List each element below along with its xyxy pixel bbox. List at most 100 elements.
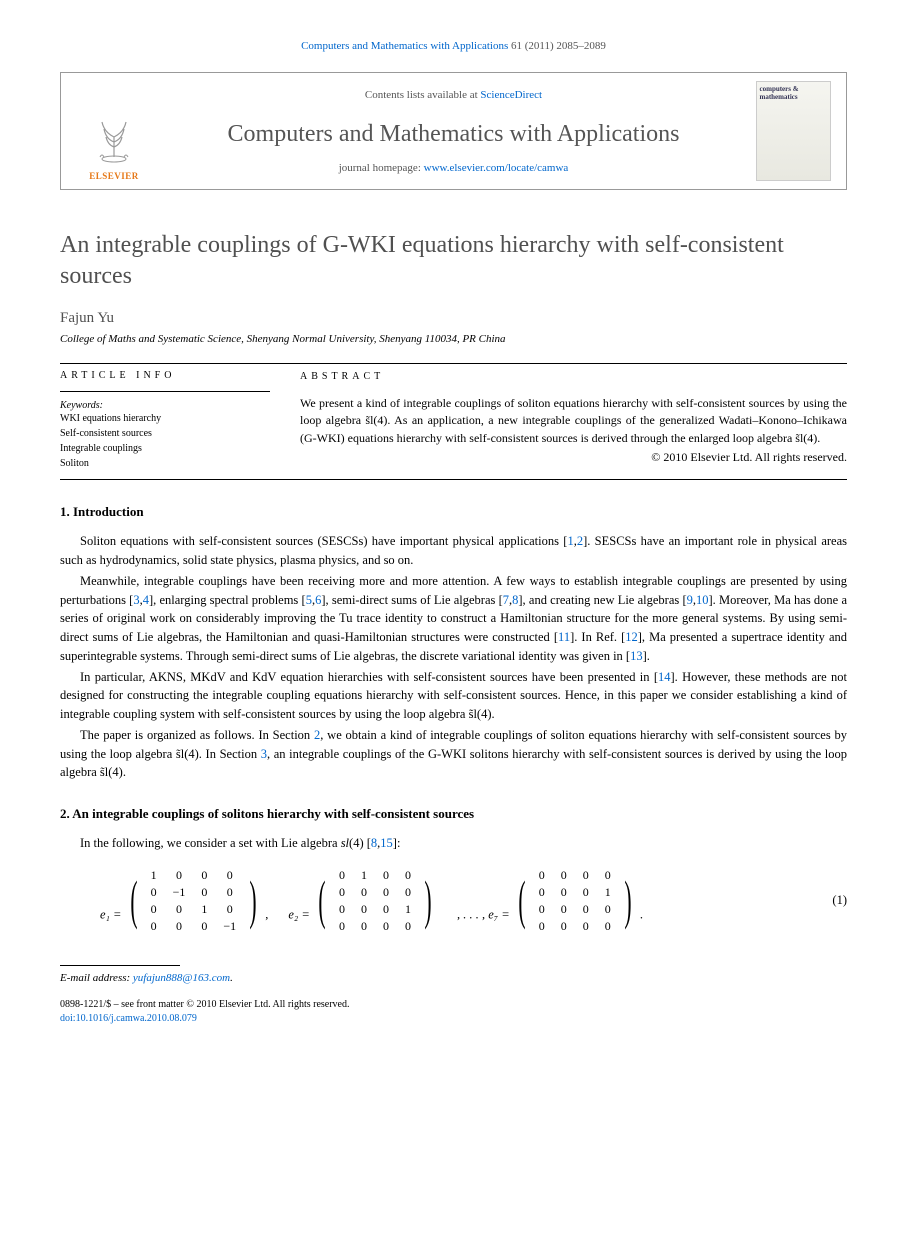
text: , <box>265 907 268 921</box>
para: Soliton equations with self-consistent s… <box>60 532 847 570</box>
text: ], and creating new Lie algebras [ <box>518 593 686 607</box>
right-paren-icon: ) <box>624 879 631 922</box>
matrix-cell: 0 <box>193 884 215 901</box>
matrix-cell: 0 <box>165 918 194 935</box>
abstract-text: We present a kind of integrable coupling… <box>300 395 847 447</box>
doi-label-link[interactable]: doi: <box>60 1013 76 1024</box>
left-paren-icon: ( <box>318 879 325 922</box>
para: In particular, AKNS, MKdV and KdV equati… <box>60 668 847 724</box>
text: e₁ = <box>100 907 121 921</box>
matrix-e2: ( 0100000000010000 ) <box>313 867 437 935</box>
ref-link[interactable]: 10 <box>696 593 709 607</box>
email-label: E-mail address: <box>60 972 133 984</box>
article-info-heading: article info <box>60 370 270 381</box>
matrix-cell: 0 <box>331 867 353 884</box>
email-link[interactable]: yufajun888@163.com <box>133 972 230 984</box>
text: ], enlarging spectral problems [ <box>149 593 306 607</box>
ref-link[interactable]: 12 <box>625 630 638 644</box>
matrix-cell: 0 <box>597 901 619 918</box>
article-title: An integrable couplings of G-WKI equatio… <box>60 230 847 292</box>
matrix-cell: 0 <box>553 867 575 884</box>
keyword: Soliton <box>60 456 270 471</box>
ref-link[interactable]: 13 <box>630 649 643 663</box>
matrix-cell: 0 <box>553 918 575 935</box>
ref-link[interactable]: 11 <box>558 630 570 644</box>
matrix-cell: 0 <box>165 901 194 918</box>
section-2-heading: 2. An integrable couplings of solitons h… <box>60 806 847 822</box>
para: Meanwhile, integrable couplings have bee… <box>60 572 847 666</box>
matrix-cell: 0 <box>397 867 419 884</box>
matrix-cell: 0 <box>597 918 619 935</box>
ref-link[interactable]: 14 <box>658 670 671 684</box>
section-2-body: In the following, we consider a set with… <box>60 834 847 853</box>
section-1-heading: 1. Introduction <box>60 504 847 520</box>
abstract-column: abstract We present a kind of integrable… <box>300 370 847 471</box>
matrix-cell: 0 <box>531 884 553 901</box>
matrix-cell: 1 <box>353 867 375 884</box>
keyword: Self-consistent sources <box>60 426 270 441</box>
right-paren-icon: ) <box>250 879 257 922</box>
matrix-cell: 0 <box>553 884 575 901</box>
text: The paper is organized as follows. In Se… <box>80 728 314 742</box>
eq-label-e1: e₁ = ( 10000−1000010000−1 ) , <box>100 867 268 935</box>
keyword-list: WKI equations hierarchy Self-consistent … <box>60 411 270 471</box>
info-rule <box>60 391 270 392</box>
matrix-cell: 0 <box>553 901 575 918</box>
keyword: Integrable couplings <box>60 441 270 456</box>
matrix-cell: 0 <box>597 867 619 884</box>
matrix-cell: 0 <box>375 884 397 901</box>
matrix-cell: 0 <box>143 918 165 935</box>
text: , . . . , e₇ = <box>457 907 510 921</box>
matrix-e7: ( 0000000100000000 ) <box>513 867 637 935</box>
matrix-cell: 0 <box>193 867 215 884</box>
info-abstract-row: article info Keywords: WKI equations hie… <box>60 370 847 471</box>
keywords-label: Keywords: <box>60 400 270 411</box>
abstract-heading: abstract <box>300 370 847 385</box>
text: ]: <box>393 836 401 850</box>
sciencedirect-link[interactable]: ScienceDirect <box>480 89 542 101</box>
rule-top <box>60 363 847 364</box>
homepage-line: journal homepage: www.elsevier.com/locat… <box>167 162 740 174</box>
elsevier-tree-icon <box>84 107 144 167</box>
matrix-cell: 0 <box>575 918 597 935</box>
contents-text: Contents lists available at <box>365 89 480 101</box>
footer-meta: 0898-1221/$ – see front matter © 2010 El… <box>60 998 847 1026</box>
left-paren-icon: ( <box>130 879 137 922</box>
matrix-cell: 0 <box>215 884 244 901</box>
equation-content: e₁ = ( 10000−1000010000−1 ) , e₂ = ( 010… <box>60 867 807 935</box>
article-info-column: article info Keywords: WKI equations hie… <box>60 370 270 471</box>
text: ], semi-direct sums of Lie algebras [ <box>321 593 502 607</box>
footer-separator <box>60 965 180 966</box>
journal-cover-thumbnail: computers & mathematics <box>756 81 831 181</box>
abstract-copyright: © 2010 Elsevier Ltd. All rights reserved… <box>300 449 847 466</box>
text: In the following, we consider a set with… <box>80 836 341 850</box>
matrix-cell: 0 <box>375 901 397 918</box>
text: In particular, AKNS, MKdV and KdV equati… <box>80 670 658 684</box>
para: The paper is organized as follows. In Se… <box>60 726 847 782</box>
text: . <box>640 907 643 921</box>
matrix-cell: −1 <box>215 918 244 935</box>
matrix-cell: 0 <box>575 884 597 901</box>
text: . <box>230 972 233 984</box>
author-name: Fajun Yu <box>60 310 847 327</box>
para: In the following, we consider a set with… <box>60 834 847 853</box>
eq-label-e2: e₂ = ( 0100000000010000 ) <box>288 867 437 935</box>
homepage-link[interactable]: www.elsevier.com/locate/camwa <box>424 162 569 174</box>
equation-1: e₁ = ( 10000−1000010000−1 ) , e₂ = ( 010… <box>60 867 847 935</box>
matrix-cell: 0 <box>143 884 165 901</box>
author-affiliation: College of Maths and Systematic Science,… <box>60 333 847 345</box>
matrix-cell: 0 <box>531 901 553 918</box>
matrix-cell: 0 <box>575 901 597 918</box>
journal-ref-pages: 61 (2011) 2085–2089 <box>511 40 606 52</box>
matrix-cell: 1 <box>193 901 215 918</box>
ref-link[interactable]: 15 <box>380 836 393 850</box>
matrix-cell: 0 <box>215 867 244 884</box>
matrix-cell: 0 <box>353 901 375 918</box>
right-paren-icon: ) <box>424 879 431 922</box>
matrix-cell: 0 <box>353 918 375 935</box>
matrix-cell: 1 <box>397 901 419 918</box>
journal-ref-link[interactable]: Computers and Mathematics with Applicati… <box>301 40 508 52</box>
doi-link[interactable]: 10.1016/j.camwa.2010.08.079 <box>76 1013 197 1024</box>
journal-reference: Computers and Mathematics with Applicati… <box>60 40 847 52</box>
matrix-cell: 0 <box>331 918 353 935</box>
